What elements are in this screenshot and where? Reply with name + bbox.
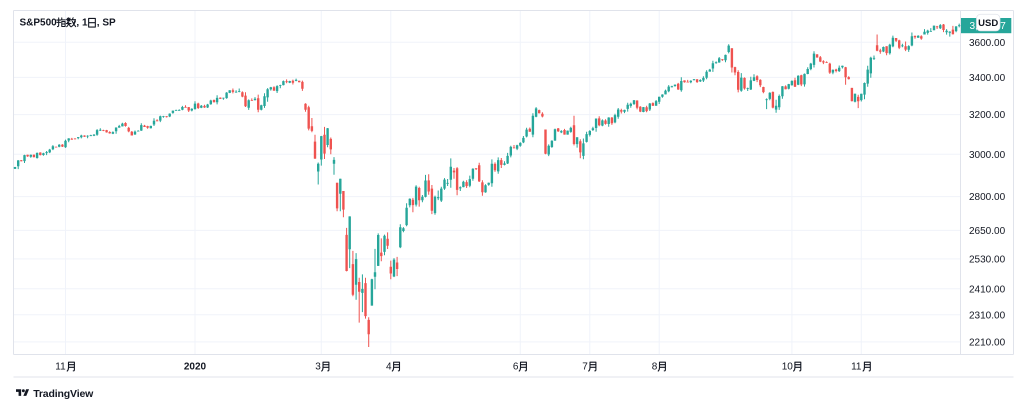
svg-text:11: 11 [851,362,862,373]
svg-text:, 1: , 1 [76,18,88,29]
svg-text:2210.00: 2210.00 [969,338,1006,349]
svg-text:2410.00: 2410.00 [969,284,1006,295]
svg-text:4: 4 [386,362,392,373]
svg-text:2800.00: 2800.00 [969,192,1006,203]
svg-text:2310.00: 2310.00 [969,310,1006,321]
svg-text:2530.00: 2530.00 [969,255,1006,266]
svg-text:S&P500: S&P500 [20,18,58,29]
svg-text:7: 7 [582,362,588,373]
svg-text:6: 6 [513,362,519,373]
svg-text:3: 3 [315,362,321,373]
svg-text:10: 10 [782,362,794,373]
svg-text:, SP: , SP [97,18,116,29]
svg-text:2650.00: 2650.00 [969,226,1006,237]
svg-text:3400.00: 3400.00 [969,73,1006,84]
svg-text:3600.00: 3600.00 [969,38,1006,49]
svg-text:3000.00: 3000.00 [969,150,1006,161]
svg-text:USD: USD [978,18,998,29]
svg-text:2020: 2020 [184,362,207,373]
svg-text:8: 8 [652,362,658,373]
svg-text:3200.00: 3200.00 [969,110,1006,121]
svg-text:7: 7 [1000,21,1006,32]
svg-text:11: 11 [55,362,66,373]
svg-text:TradingView: TradingView [33,388,94,400]
svg-text:3,: 3, [970,21,978,32]
